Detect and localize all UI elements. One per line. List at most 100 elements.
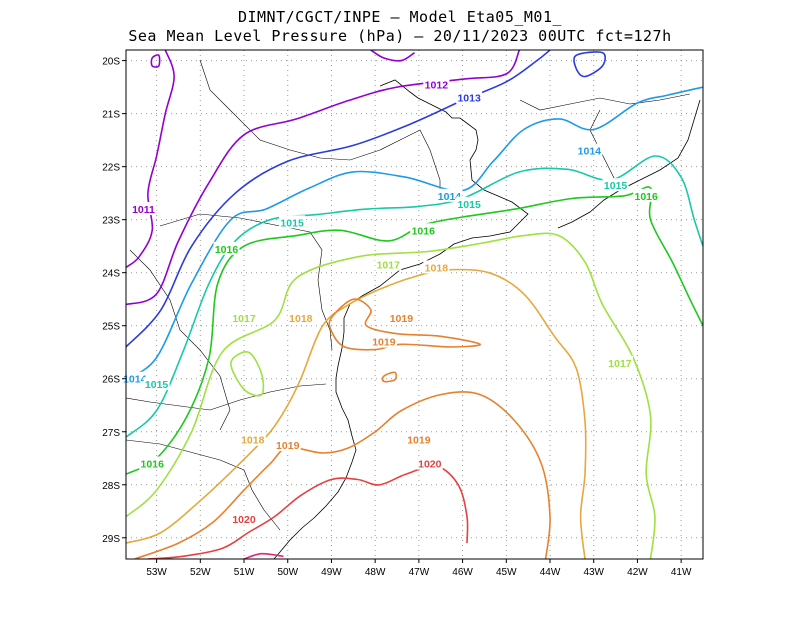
- isobar-1013: [126, 50, 551, 348]
- x-tick-label: 45W: [496, 567, 517, 578]
- contour-label-bg: [213, 241, 240, 255]
- contour-label: 1017: [377, 260, 401, 272]
- isobar-1011: [126, 50, 175, 269]
- contour-label: 1018: [289, 313, 313, 325]
- state-border: [129, 249, 231, 431]
- contour-label: 1013: [457, 93, 481, 105]
- contour-label-bg: [274, 438, 301, 452]
- contour-label: 1019: [276, 440, 300, 452]
- chart-title-line1: DIMNT/CGCT/INPE – Model Eta05_M01_: [237, 8, 563, 26]
- x-tick-label: 50W: [277, 567, 298, 578]
- contour-label: 1020: [232, 514, 256, 526]
- coastline-northeast: [557, 99, 701, 229]
- x-tick-label: 46W: [452, 567, 473, 578]
- contour-label: 1015: [145, 379, 169, 391]
- x-tick-label: 42W: [627, 567, 648, 578]
- contour-label: 1014: [123, 374, 147, 386]
- contour-label-bg: [121, 371, 148, 385]
- x-tick-label: 52W: [190, 567, 211, 578]
- isobar-1019: [134, 391, 551, 559]
- isobar-1019: [381, 371, 398, 383]
- x-tick-label: 49W: [321, 567, 342, 578]
- contour-label-bg: [143, 377, 170, 391]
- contour-label-bg: [410, 223, 437, 237]
- contour-label-bg: [423, 260, 450, 274]
- isobar-1017: [126, 232, 656, 559]
- state-border: [126, 439, 281, 531]
- contour-label-bg: [576, 143, 603, 157]
- contour-label-bg: [231, 310, 258, 324]
- contour-label: 1016: [412, 225, 436, 237]
- contour-label-bg: [130, 202, 157, 216]
- contour-label-bg: [456, 90, 483, 104]
- y-tick-label: 20S: [102, 57, 120, 68]
- isobar-1011: [150, 54, 161, 68]
- state-border: [126, 383, 327, 411]
- contour-label: 1016: [215, 244, 239, 256]
- plot-background: [126, 50, 703, 559]
- contour-label-layer: 1011101210131014101410141015101510151015…: [121, 77, 660, 526]
- contour-label-bg: [405, 432, 432, 446]
- contour-label: 1018: [241, 435, 265, 447]
- contour-label: 1014: [438, 191, 462, 203]
- state-border: [519, 93, 691, 111]
- contour-label: 1012: [425, 79, 449, 91]
- coastline: [273, 79, 529, 559]
- x-tick-label: 43W: [583, 567, 604, 578]
- chart-title-line2: Sea Mean Level Pressure (hPa) – 20/11/20…: [128, 27, 672, 45]
- isobar-1013: [573, 51, 606, 78]
- y-tick-label: 22S: [102, 163, 120, 174]
- isobar-1017: [230, 351, 265, 397]
- contour-label: 1019: [407, 435, 431, 447]
- contour-label: 1015: [280, 217, 304, 229]
- contour-label-bg: [456, 196, 483, 210]
- contour-label-bg: [388, 310, 415, 324]
- contour-label-bg: [231, 512, 258, 526]
- contour-label: 1014: [578, 146, 602, 158]
- contour-label-bg: [239, 432, 266, 446]
- isobar-1020: [243, 552, 284, 559]
- contour-label-bg: [423, 77, 450, 91]
- x-tick-label: 41W: [671, 567, 692, 578]
- contour-label: 1018: [425, 262, 449, 274]
- x-tick-label: 44W: [540, 567, 561, 578]
- contour-label: 1015: [457, 199, 481, 211]
- x-tick-label: 47W: [409, 567, 430, 578]
- contour-label: 1019: [372, 337, 396, 349]
- isobar-1012: [126, 50, 521, 306]
- contour-label: 1017: [232, 313, 256, 325]
- state-border: [199, 59, 441, 200]
- contour-label-bg: [606, 355, 633, 369]
- x-tick-label: 51W: [234, 567, 255, 578]
- x-tick-label: 48W: [365, 567, 386, 578]
- isobar-1012: [370, 50, 415, 62]
- contour-label-bg: [436, 188, 463, 202]
- contour-label: 1017: [608, 358, 632, 370]
- contour-label: 1019: [390, 313, 414, 325]
- contour-label-bg: [139, 456, 166, 470]
- coastline-layer: [126, 59, 701, 559]
- y-axis: 20S 21S 22S 23S 24S 25S 26S 27S 28S 29S: [102, 57, 126, 545]
- isobar-1014: [126, 86, 703, 380]
- y-tick-label: 26S: [102, 375, 120, 386]
- contour-label-bg: [370, 334, 397, 348]
- isobar-1020: [147, 465, 469, 559]
- y-tick-label: 28S: [102, 481, 120, 492]
- contour-label-bg: [416, 456, 443, 470]
- y-tick-label: 21S: [102, 110, 120, 121]
- contour-label: 1016: [141, 459, 165, 471]
- y-tick-label: 25S: [102, 322, 120, 333]
- isobar-1018: [126, 268, 587, 559]
- y-tick-label: 23S: [102, 216, 120, 227]
- x-axis: 53W 52W 51W 50W 49W 48W 47W 46W 45W 44W 43W 42W 41W: [146, 559, 692, 578]
- plot-frame: [125, 49, 704, 560]
- y-tick-label: 27S: [102, 428, 120, 439]
- x-tick-label: 53W: [146, 567, 167, 578]
- grid-layer: [126, 50, 703, 559]
- contour-label-bg: [633, 188, 660, 202]
- contour-label-bg: [375, 257, 402, 271]
- contour-label: 1015: [604, 180, 628, 192]
- isobar-1019: [328, 298, 481, 351]
- y-tick-label: 24S: [102, 269, 120, 280]
